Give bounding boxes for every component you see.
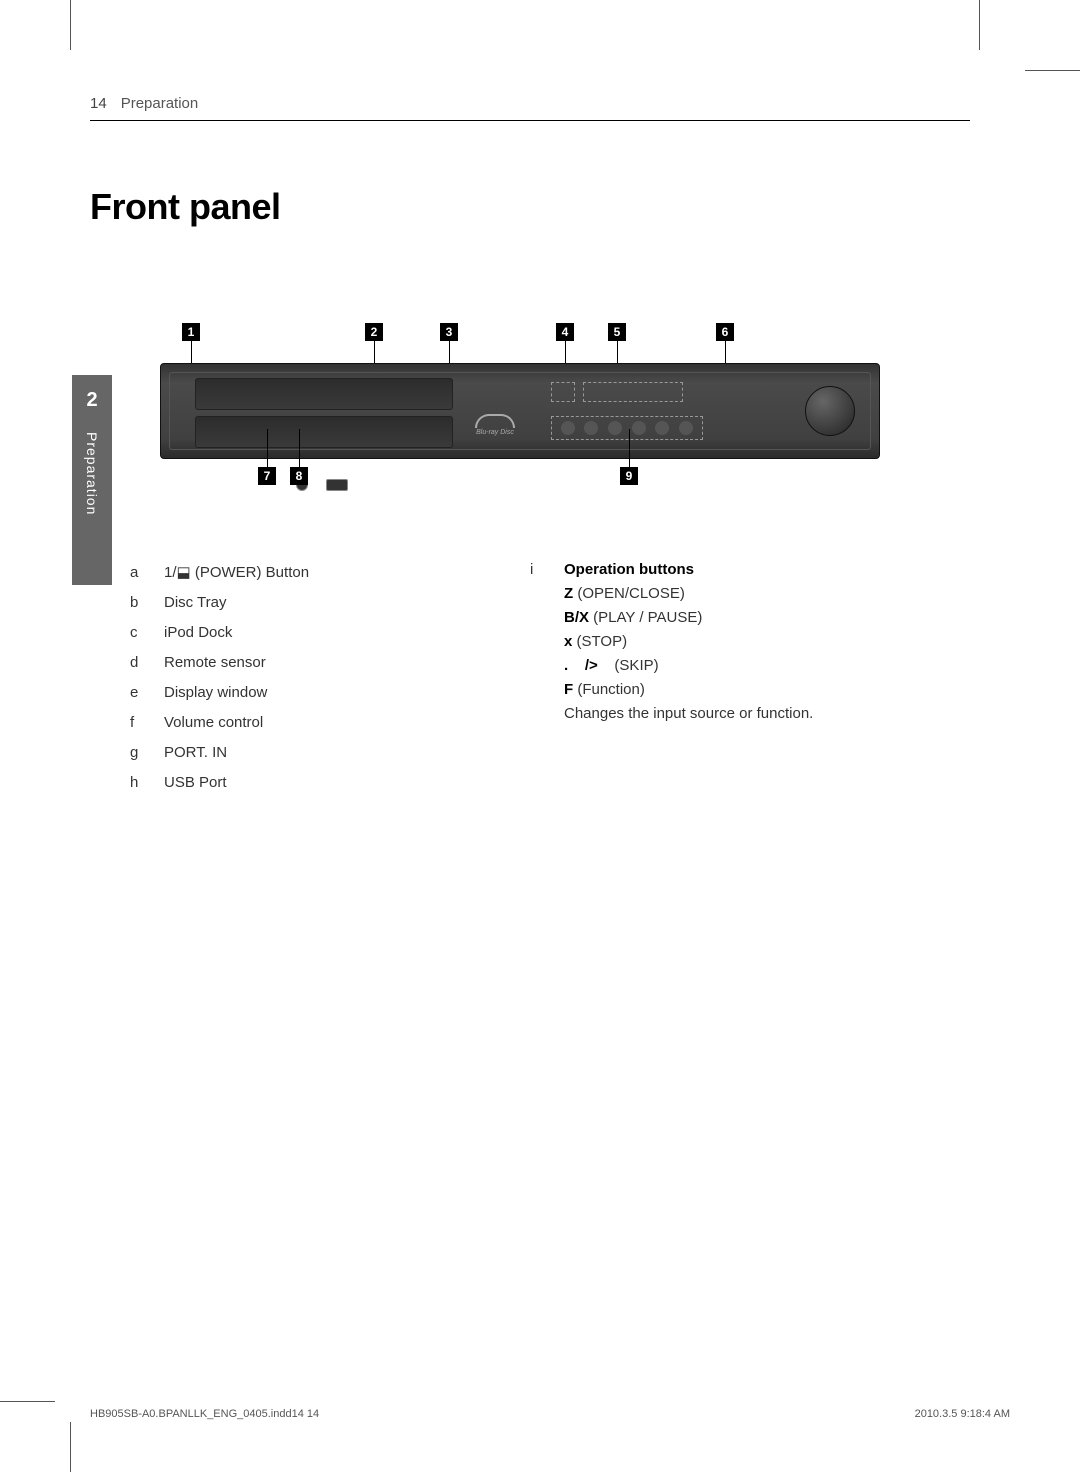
callout-number: 5 <box>608 323 626 341</box>
section-side-tab: 2 Preparation <box>72 375 112 585</box>
list-text: Display window <box>164 678 480 708</box>
callout-leader-line <box>267 429 268 467</box>
bluray-logo: Blu-ray Disc <box>465 414 525 436</box>
operation-button <box>655 421 669 435</box>
page-number: 14 <box>90 95 107 112</box>
operation-symbol: B/X <box>564 609 589 626</box>
page-footer: HB905SB-A0.BPANLLK_ENG_0405.indd14 14 20… <box>90 1408 1010 1420</box>
operation-button <box>679 421 693 435</box>
operation-button <box>632 421 646 435</box>
operation-button <box>561 421 575 435</box>
callouts-bottom: 78 9 <box>160 459 880 499</box>
operation-symbol: Z <box>564 585 573 602</box>
list-item: d Remote sensor <box>130 648 480 678</box>
operation-button <box>584 421 598 435</box>
operation-button-line: Z (OPEN/CLOSE) <box>564 582 890 606</box>
crop-mark <box>1025 70 1080 71</box>
list-text: Disc Tray <box>164 588 480 618</box>
list-key: e <box>130 678 146 708</box>
volume-knob <box>805 386 855 436</box>
side-tab-number: 2 <box>72 375 112 412</box>
callout-number: 8 <box>290 467 308 485</box>
callout-number: 3 <box>440 323 458 341</box>
section-name: Preparation <box>121 95 199 112</box>
operation-symbol: x <box>564 633 572 650</box>
bluray-logo-text: Blu-ray Disc <box>465 429 525 436</box>
callout-leader-line <box>629 429 630 467</box>
disc-tray <box>195 378 453 410</box>
callout-number: 7 <box>258 467 276 485</box>
list-key: a <box>130 558 146 588</box>
list-key: g <box>130 738 146 768</box>
remote-sensor-region <box>583 382 683 402</box>
footer-timestamp: 2010.3.5 9:18:4 AM <box>915 1408 1010 1420</box>
list-item: h USB Port <box>130 768 480 798</box>
list-text: Volume control <box>164 708 480 738</box>
list-item: e Display window <box>130 678 480 708</box>
list-tail-text: Changes the input source or function. <box>564 702 890 726</box>
page-title: Front panel <box>90 186 970 228</box>
page-content: 14 Preparation Front panel 2 Preparation… <box>90 95 970 1412</box>
crop-mark <box>0 1401 55 1402</box>
display-window-region <box>551 382 575 402</box>
list-key: h <box>130 768 146 798</box>
list-item: g PORT. IN <box>130 738 480 768</box>
callout-number: 4 <box>556 323 574 341</box>
crop-mark <box>70 1422 71 1472</box>
list-key: c <box>130 618 146 648</box>
list-text: Remote sensor <box>164 648 480 678</box>
legend-lists: a1/⬓ (POWER) ButtonbDisc TrayciPod Dockd… <box>130 558 970 798</box>
list-key: b <box>130 588 146 618</box>
ipod-dock <box>195 416 453 448</box>
list-symbol: 1/⬓ <box>164 564 191 581</box>
legend-left-column: a1/⬓ (POWER) ButtonbDisc TrayciPod Dockd… <box>130 558 480 798</box>
operation-buttons-region <box>551 416 703 440</box>
list-item: i Operation buttons <box>530 558 890 582</box>
callout-number: 2 <box>365 323 383 341</box>
list-text: 1/⬓ (POWER) Button <box>164 558 480 588</box>
list-item: a 1/⬓ (POWER) Button <box>130 558 480 588</box>
list-text: iPod Dock <box>164 618 480 648</box>
crop-mark <box>70 0 71 50</box>
callout-number: 6 <box>716 323 734 341</box>
callout-number: 9 <box>620 467 638 485</box>
footer-filename: HB905SB-A0.BPANLLK_ENG_0405.indd14 14 <box>90 1408 319 1420</box>
operation-button-line: . /> (SKIP) <box>564 654 890 678</box>
list-key: f <box>130 708 146 738</box>
operation-symbol: . /> <box>564 657 598 674</box>
list-heading: Operation buttons <box>564 558 890 582</box>
list-item: b Disc Tray <box>130 588 480 618</box>
running-header: 14 Preparation <box>90 95 970 121</box>
operation-button-line: F (Function) <box>564 678 890 702</box>
list-item: c iPod Dock <box>130 618 480 648</box>
operation-button-line: B/X (PLAY / PAUSE) <box>564 606 890 630</box>
operation-button <box>608 421 622 435</box>
list-key: i <box>530 558 546 582</box>
callout-number: 1 <box>182 323 200 341</box>
bluray-arc-icon <box>475 414 515 428</box>
list-text: USB Port <box>164 768 480 798</box>
operation-button-sublist: Z (OPEN/CLOSE)B/X (PLAY / PAUSE)x (STOP)… <box>530 582 890 702</box>
crop-mark <box>979 0 980 50</box>
operation-button-line: x (STOP) <box>564 630 890 654</box>
side-tab-label: Preparation <box>84 432 100 515</box>
legend-right-column: i Operation buttons Z (OPEN/CLOSE)B/X (P… <box>530 558 890 798</box>
operation-symbol: F <box>564 681 573 698</box>
callouts-top: 1 2 3 4 5 6 <box>160 323 880 363</box>
list-text: PORT. IN <box>164 738 480 768</box>
callout-leader-line <box>299 429 300 467</box>
list-key: d <box>130 648 146 678</box>
device-panel: Blu-ray Disc <box>160 363 880 459</box>
list-item: f Volume control <box>130 708 480 738</box>
front-panel-diagram: 1 2 3 4 5 6 Blu-ray Disc <box>160 323 880 493</box>
